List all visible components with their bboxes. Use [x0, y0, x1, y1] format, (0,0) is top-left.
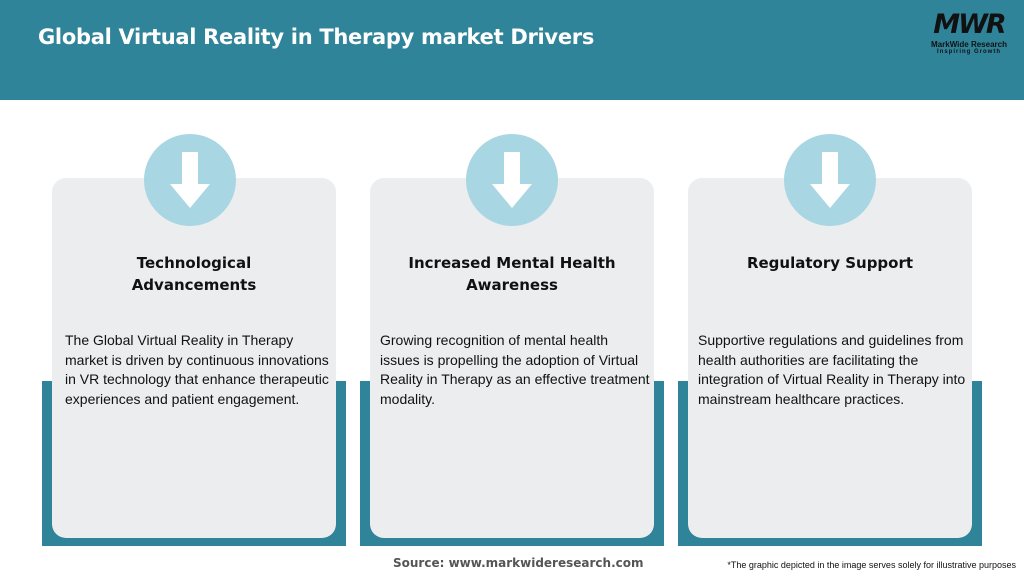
- logo-name: MarkWide Research: [931, 40, 1007, 49]
- logo-mark: MWR: [933, 9, 1006, 40]
- driver-card: [52, 178, 336, 538]
- card-title: Increased Mental Health Awareness: [408, 254, 616, 294]
- card-description: The Global Virtual Reality in Therapy ma…: [65, 332, 329, 407]
- card-description: Supportive regulations and guidelines fr…: [698, 332, 966, 407]
- card-description: Growing recognition of mental health iss…: [380, 332, 650, 407]
- driver-card: [688, 178, 972, 538]
- logo: MWR MarkWide Research Inspiring Growth: [924, 10, 1014, 56]
- logo-tagline: Inspiring Growth: [937, 49, 1001, 55]
- card-title: Technological Advancements: [131, 254, 257, 294]
- arrow-down-icon: [466, 134, 558, 226]
- source-text: Source: www.markwideresearch.com: [393, 556, 644, 570]
- arrow-down-icon: [144, 134, 236, 226]
- arrow-down-icon: [784, 134, 876, 226]
- disclaimer-note: *The graphic depicted in the image serve…: [727, 560, 1016, 570]
- card-title: Regulatory Support: [746, 254, 914, 272]
- page-title: Global Virtual Reality in Therapy market…: [38, 25, 595, 49]
- header-banner: Global Virtual Reality in Therapy market…: [0, 0, 1024, 100]
- driver-card: [370, 178, 654, 538]
